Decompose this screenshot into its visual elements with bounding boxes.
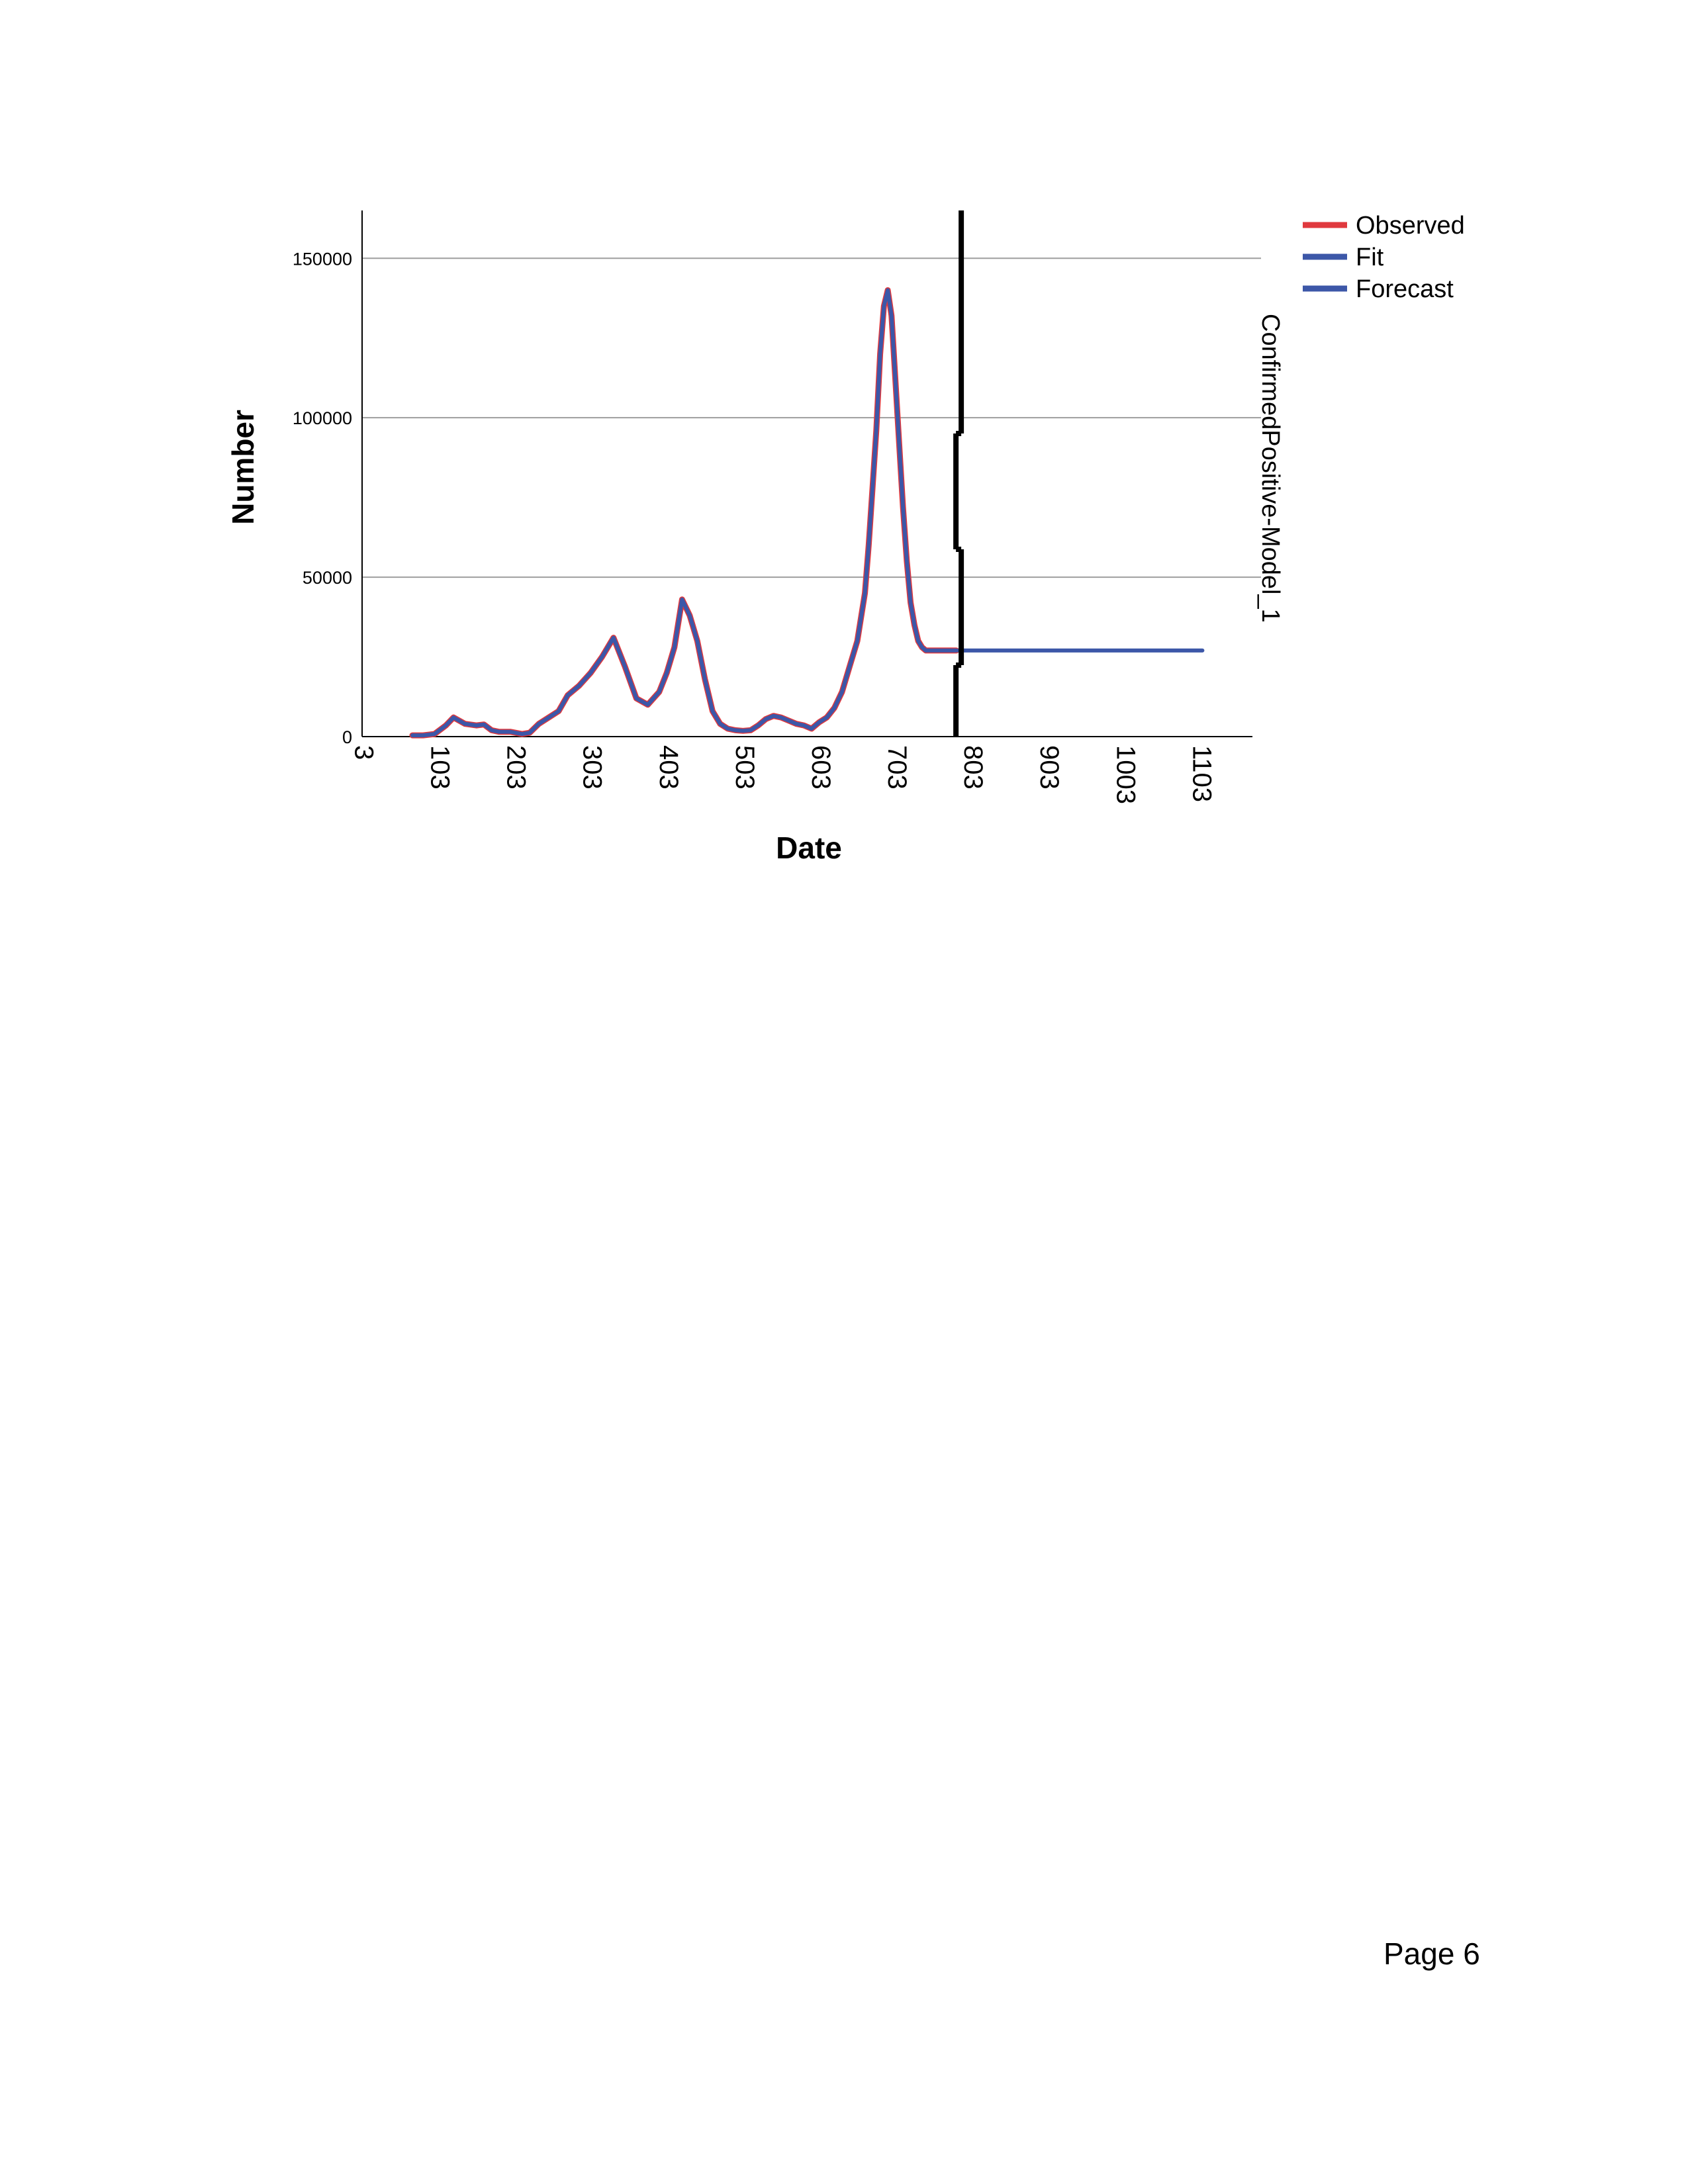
page-number: Page 6	[1383, 1936, 1480, 1971]
gridlines	[362, 257, 1261, 578]
forecast-boundary	[953, 210, 964, 737]
x-axis-ticks: 3 103 203 303 403 503 603 703 803 903 1003 1103	[349, 745, 1216, 804]
x-tick-label: 103	[426, 745, 455, 790]
x-tick-label: 403	[654, 745, 683, 790]
x-tick-label: 203	[502, 745, 531, 790]
axes	[361, 210, 1252, 737]
x-tick-label: 803	[959, 745, 988, 790]
y-axis-title: Number	[226, 410, 260, 525]
y-tick-label: 150000	[293, 249, 352, 269]
y-tick-label: 100000	[293, 408, 352, 428]
x-tick-label: 3	[349, 745, 378, 760]
x-tick-label: 303	[578, 745, 607, 790]
series-line-observed	[409, 287, 960, 739]
x-tick-label: 603	[806, 745, 835, 790]
x-tick-label: 503	[730, 745, 759, 790]
x-axis-title: Date	[776, 831, 842, 865]
y-axis-ticks: 0 50000 100000 150000	[293, 249, 352, 747]
legend-label-fit: Fit	[1356, 244, 1384, 271]
series-line-fit	[410, 288, 959, 738]
legend: Observed Fit Forecast	[1303, 212, 1465, 303]
legend-label-forecast: Forecast	[1356, 275, 1454, 303]
x-tick-label: 1003	[1111, 745, 1140, 804]
legend-label-observed: Observed	[1356, 212, 1465, 240]
series-model-label: ConfirmedPositive-Model_1	[1256, 314, 1284, 623]
series-lines	[409, 287, 1205, 739]
x-tick-label: 903	[1035, 745, 1064, 790]
x-tick-label: 1103	[1187, 745, 1216, 802]
y-tick-label: 50000	[303, 568, 352, 588]
y-tick-label: 0	[342, 727, 352, 747]
x-tick-label: 703	[882, 745, 912, 790]
